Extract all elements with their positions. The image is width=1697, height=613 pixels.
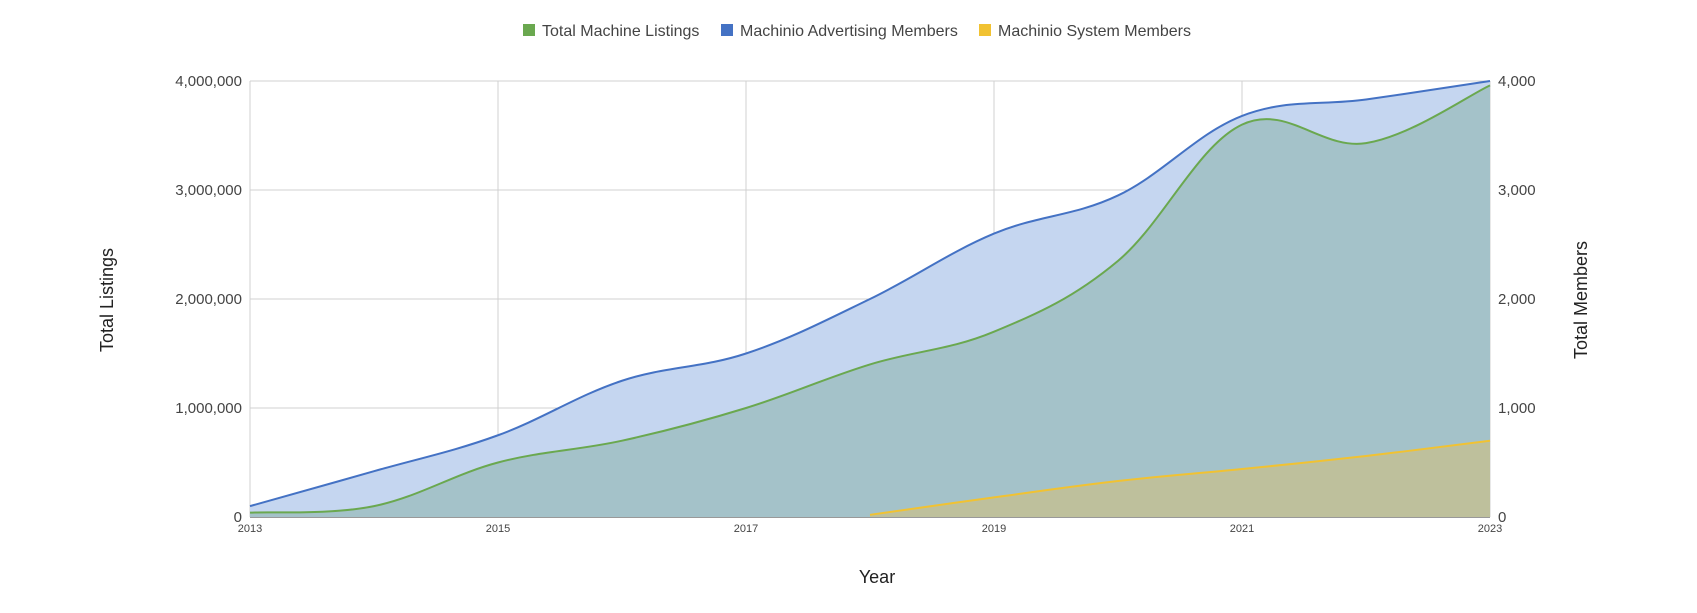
y-left-tick-label: 4,000,000 (175, 73, 242, 90)
y-left-tick-label: 0 (234, 509, 242, 526)
line-total-machine-listings (249, 84, 1491, 514)
x-tick-label: 2017 (734, 523, 758, 535)
line-machinio-system-members (869, 439, 1491, 516)
x-tick-label: 2023 (1478, 523, 1502, 535)
x-tick-label: 2013 (238, 523, 262, 535)
x-axis-title: Year (859, 567, 895, 587)
line-machinio-advertising-members (249, 80, 1491, 508)
area-total-machine-listings (250, 85, 1490, 518)
y-right-tick-label: 3,000 (1498, 182, 1536, 199)
x-tick-label: 2021 (1230, 523, 1254, 535)
right-axis-ticks: 0 1,000 2,000 3,000 4,000 (1498, 73, 1536, 526)
x-axis-ticks: 2013 2015 2017 2019 2021 2023 (238, 523, 1502, 535)
y-right-tick-label: 4,000 (1498, 73, 1536, 90)
legend-swatch-system-members (979, 24, 991, 36)
legend-label-system-members: Machinio System Members (998, 23, 1191, 40)
y-left-tick-label: 3,000,000 (175, 182, 242, 199)
legend: Total Machine Listings Machinio Advertis… (523, 23, 1191, 40)
y-axis-title-left: Total Listings (97, 248, 117, 352)
y-right-tick-label: 0 (1498, 509, 1506, 526)
y-right-tick-label: 2,000 (1498, 291, 1536, 308)
legend-label-advertising-members: Machinio Advertising Members (740, 23, 958, 40)
legend-swatch-total-machine-listings (523, 24, 535, 36)
left-axis-ticks: 0 1,000,000 2,000,000 3,000,000 4,000,000 (175, 73, 242, 526)
legend-swatch-advertising-members (721, 24, 733, 36)
y-axis-title-right: Total Members (1571, 241, 1591, 359)
y-right-tick-label: 1,000 (1498, 400, 1536, 417)
y-left-tick-label: 1,000,000 (175, 400, 242, 417)
x-tick-label: 2015 (486, 523, 510, 535)
series-layer (249, 80, 1491, 518)
y-left-tick-label: 2,000,000 (175, 291, 242, 308)
legend-label-total-machine-listings: Total Machine Listings (542, 23, 699, 40)
x-tick-label: 2019 (982, 523, 1006, 535)
